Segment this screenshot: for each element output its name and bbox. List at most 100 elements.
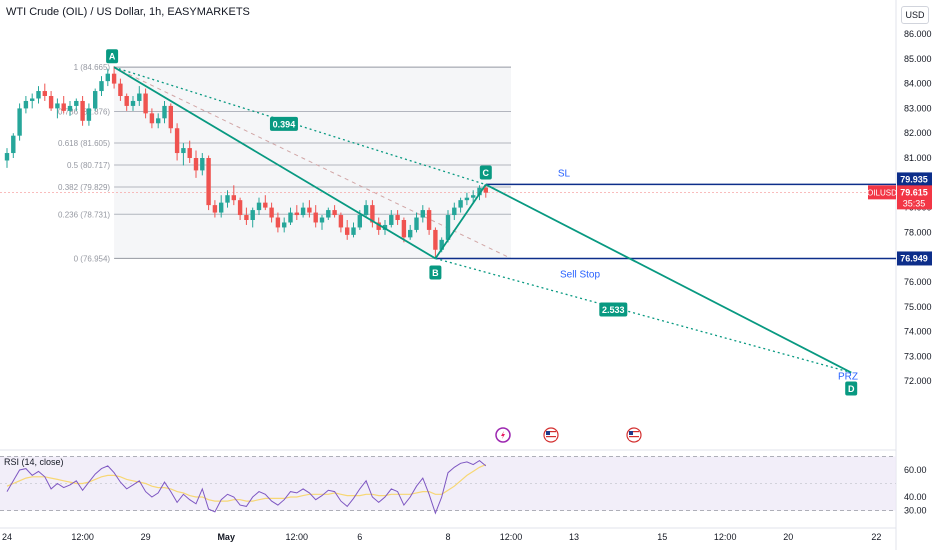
candle-body bbox=[105, 73, 110, 82]
candle-body bbox=[426, 210, 432, 230]
price-tick-label: 76.000 bbox=[904, 277, 932, 287]
symbol-tag: OILUSD bbox=[867, 185, 897, 200]
candle-body bbox=[300, 207, 306, 216]
stop-loss-price-tag-bg bbox=[897, 172, 932, 187]
earnings-flash-icon bbox=[495, 427, 511, 443]
price-tick-label: 81.000 bbox=[904, 153, 932, 163]
candle-body bbox=[86, 108, 92, 121]
candle-body bbox=[401, 220, 407, 238]
candle-body bbox=[414, 217, 419, 230]
price-tick-label: 83.000 bbox=[904, 103, 932, 113]
candle-body bbox=[395, 215, 400, 220]
fib-level-label: 0 (76.954) bbox=[74, 254, 111, 263]
pattern-point-d-text: D bbox=[848, 384, 855, 394]
price-tick-label: 75.000 bbox=[904, 302, 932, 312]
currency-button[interactable]: USD bbox=[901, 6, 929, 24]
flag-stripe bbox=[629, 431, 639, 433]
candle-body bbox=[17, 108, 22, 136]
rsi-label: RSI (14, close) bbox=[4, 457, 64, 467]
pattern-point-a-text: A bbox=[109, 52, 116, 62]
candle-body bbox=[275, 217, 281, 228]
time-tick-label: 24 bbox=[2, 532, 12, 542]
time-tick-label: 12:00 bbox=[500, 532, 523, 542]
candle-body bbox=[338, 215, 344, 228]
rsi-ma-line bbox=[6, 464, 487, 502]
pattern-point-b-text: B bbox=[432, 268, 439, 278]
candle-body bbox=[206, 158, 211, 206]
candle-body bbox=[67, 105, 73, 111]
pattern-point-b: B bbox=[429, 265, 442, 280]
fib-level-label: 0.618 (81.605) bbox=[58, 139, 110, 148]
candle-body bbox=[357, 215, 362, 228]
candle-body bbox=[23, 100, 29, 109]
candle-body bbox=[219, 202, 224, 213]
candle-body bbox=[174, 128, 180, 154]
rsi-tick-label: 60.00 bbox=[904, 465, 927, 475]
price-tick-label: 85.000 bbox=[904, 54, 932, 64]
pattern-point-c-text: C bbox=[483, 168, 490, 178]
candle-body bbox=[156, 118, 161, 124]
flag-stripe bbox=[546, 433, 556, 435]
fib-level-label: 0.236 (78.731) bbox=[58, 210, 110, 219]
rsi-line bbox=[6, 459, 487, 515]
candle-body bbox=[181, 148, 186, 154]
pattern-leg-ab bbox=[113, 66, 436, 260]
stop-loss-price-tag: 79.935 bbox=[897, 172, 932, 187]
ratio-badge-bd-text: 2.533 bbox=[602, 305, 625, 315]
sell-stop-price-tag-bg bbox=[897, 251, 932, 266]
candle-body bbox=[408, 229, 413, 238]
candle-body bbox=[250, 210, 255, 220]
candle-body bbox=[93, 91, 98, 109]
flag-canton bbox=[546, 431, 550, 435]
symbol-tag-text: OILUSD bbox=[867, 188, 897, 197]
candle-body bbox=[458, 200, 463, 208]
candle-body bbox=[313, 212, 318, 223]
time-tick-label: 12:00 bbox=[71, 532, 94, 542]
time-tick-label: 12:00 bbox=[286, 532, 309, 542]
candle-body bbox=[256, 202, 262, 211]
last-price-tag-bg bbox=[897, 185, 932, 210]
candle-body bbox=[162, 105, 167, 119]
candle-body bbox=[282, 222, 287, 228]
pattern-point-b-bg bbox=[429, 265, 442, 280]
flag-stripe bbox=[629, 438, 639, 440]
candle-body bbox=[193, 158, 199, 171]
candle-body bbox=[168, 105, 173, 129]
candle-body bbox=[319, 217, 325, 223]
candle-body bbox=[187, 148, 192, 158]
ratio-badge-ac: 0.394 bbox=[269, 116, 298, 131]
last-price-tag-subtext: 35:35 bbox=[903, 198, 926, 208]
time-tick-label: 15 bbox=[657, 532, 667, 542]
candle-body bbox=[137, 93, 142, 101]
price-tick-label: 78.000 bbox=[904, 227, 932, 237]
sell-stop-price-tag-text: 76.949 bbox=[900, 253, 928, 263]
last-price-tag-text: 79.615 bbox=[900, 187, 928, 197]
candle-body bbox=[61, 103, 66, 111]
fib-level-label: 0.5 (80.717) bbox=[67, 161, 110, 170]
chart-title: WTI Crude (OIL) / US Dollar, 1h, EASYMAR… bbox=[6, 6, 250, 18]
flag-stripe bbox=[546, 438, 556, 440]
candle-body bbox=[111, 73, 117, 84]
candle-body bbox=[477, 187, 482, 196]
candle-body bbox=[42, 91, 47, 96]
flag-stripe bbox=[629, 436, 639, 438]
ratio-badge-ac-bg bbox=[269, 116, 298, 131]
sell-stop-label: Sell Stop bbox=[560, 269, 600, 280]
candle-body bbox=[143, 93, 148, 114]
price-tick-label: 82.000 bbox=[904, 128, 932, 138]
candle-body bbox=[345, 227, 350, 235]
candle-body bbox=[36, 91, 41, 99]
time-tick-label: 13 bbox=[569, 532, 579, 542]
rsi-tick-label: 40.00 bbox=[904, 492, 927, 502]
us-flag-icon bbox=[626, 427, 642, 443]
candle-body bbox=[370, 205, 375, 223]
pattern-point-a: A bbox=[106, 49, 119, 64]
candle-body bbox=[471, 195, 476, 198]
candle-body bbox=[118, 83, 123, 96]
sell-stop-price-tag: 76.949 bbox=[897, 251, 932, 266]
price-tick-label: 72.000 bbox=[904, 376, 932, 386]
candle-body bbox=[433, 229, 438, 250]
time-tick-label: 22 bbox=[871, 532, 881, 542]
